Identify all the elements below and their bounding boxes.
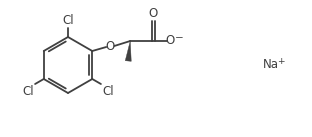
Text: O: O	[106, 41, 115, 54]
Polygon shape	[125, 41, 131, 61]
Text: +: +	[277, 56, 285, 65]
Text: Cl: Cl	[102, 85, 114, 98]
Text: O: O	[166, 35, 175, 48]
Text: −: −	[175, 33, 184, 43]
Text: Cl: Cl	[22, 85, 34, 98]
Text: Cl: Cl	[62, 14, 74, 27]
Text: Na: Na	[263, 58, 279, 72]
Text: O: O	[149, 7, 158, 20]
